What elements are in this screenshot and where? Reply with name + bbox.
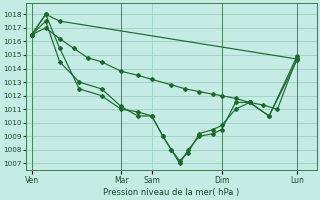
X-axis label: Pression niveau de la mer( hPa ): Pression niveau de la mer( hPa ) — [103, 188, 239, 197]
